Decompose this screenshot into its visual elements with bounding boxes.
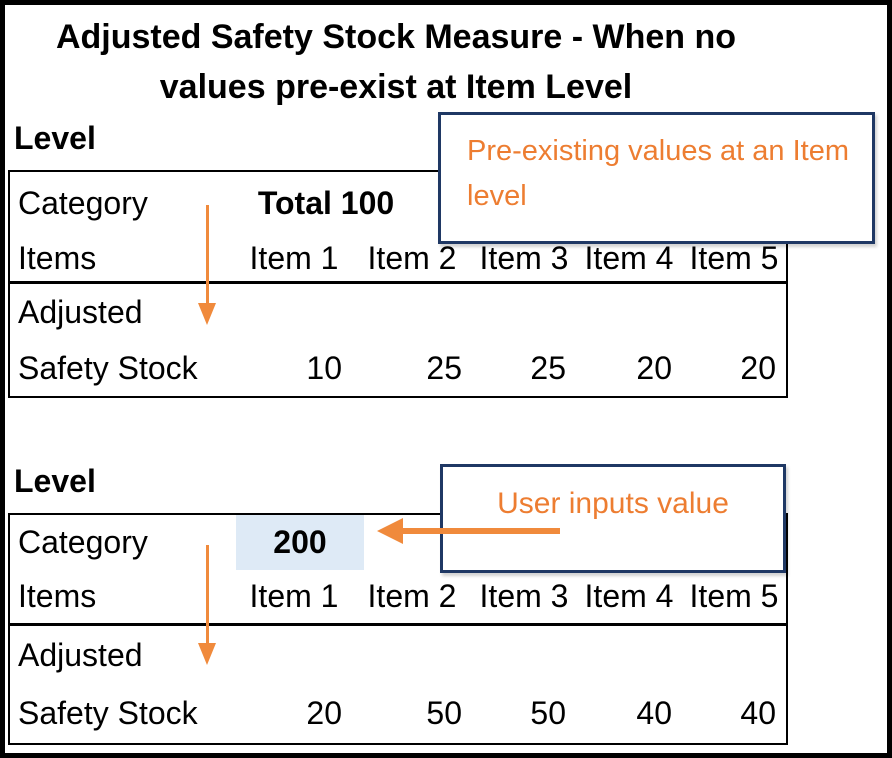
item-header: Item 3 xyxy=(479,239,569,276)
category-row: Category Total 100 xyxy=(10,172,786,235)
category-input-cell[interactable]: 200 xyxy=(236,515,364,570)
adjusted-label-line-2: Safety Stock xyxy=(18,349,198,386)
down-arrow-head xyxy=(198,303,216,325)
adjusted-label-line-1: Adjusted xyxy=(18,293,143,330)
adjusted-value-cell: 40 xyxy=(636,695,672,732)
item-header: Item 5 xyxy=(689,239,779,276)
callout-user-inputs-value: User inputs value xyxy=(440,464,786,573)
category-row: Category 200 xyxy=(10,515,786,570)
adjusted-value-cell: 25 xyxy=(426,349,462,386)
items-header-row: Items Item 1 Item 2 Item 3 Item 4 Item 5 xyxy=(10,570,786,623)
item-header: Item 1 xyxy=(249,239,339,276)
adjusted-label-line-1: Adjusted xyxy=(18,636,143,673)
left-arrow-shaft xyxy=(401,528,560,534)
down-arrow-shaft xyxy=(205,205,209,303)
adjusted-safety-stock-row: Adjusted Safety Stock 10 25 25 20 20 xyxy=(10,281,786,396)
items-header-row: Items Item 1 Item 2 Item 3 Item 4 Item 5 xyxy=(10,235,786,281)
item-header: Item 4 xyxy=(584,239,674,276)
adjusted-value-cell: 20 xyxy=(636,349,672,386)
category-total-value: Total 100 xyxy=(257,185,395,221)
title-line-2: values pre-exist at Item Level xyxy=(159,68,633,106)
category-label: Category xyxy=(18,524,148,560)
down-arrow-head xyxy=(198,643,216,665)
item-header: Item 2 xyxy=(367,239,457,276)
adjusted-label-line-2: Safety Stock xyxy=(18,695,198,732)
callout-pre-existing-values: Pre-existing values at an Item level xyxy=(438,112,875,244)
diagram-title: Adjusted Safety Stock Measure - When no … xyxy=(0,12,792,112)
items-label: Items xyxy=(18,239,97,276)
items-label: Items xyxy=(18,578,97,614)
category-items-table-1: Category Total 100 Items Item 1 Item 2 I… xyxy=(8,170,788,398)
left-arrow-head xyxy=(377,518,403,544)
down-arrow-shaft xyxy=(205,545,209,643)
adjusted-safety-stock-row: Adjusted Safety Stock 20 50 50 40 40 xyxy=(10,623,786,743)
adjusted-value-cell: 20 xyxy=(740,349,776,386)
adjusted-value-cell: 10 xyxy=(306,349,342,386)
category-items-table-2: Category 200 Items Item 1 Item 2 Item 3 … xyxy=(8,513,788,745)
left-arrow-icon xyxy=(377,518,560,544)
item-header: Item 3 xyxy=(479,578,569,614)
level-heading-2: Level xyxy=(14,463,96,499)
down-arrow-icon xyxy=(198,545,216,665)
category-label: Category xyxy=(18,185,148,221)
adjusted-value-cell: 50 xyxy=(426,695,462,732)
item-header: Item 4 xyxy=(584,578,674,614)
level-heading-1: Level xyxy=(14,120,96,156)
item-header: Item 2 xyxy=(367,578,457,614)
item-header: Item 1 xyxy=(249,578,339,614)
adjusted-value-cell: 20 xyxy=(306,695,342,732)
item-header: Item 5 xyxy=(689,578,779,614)
adjusted-value-cell: 40 xyxy=(740,695,776,732)
title-line-1: Adjusted Safety Stock Measure - When no xyxy=(55,18,737,56)
adjusted-value-cell: 25 xyxy=(530,349,566,386)
adjusted-value-cell: 50 xyxy=(530,695,566,732)
down-arrow-icon xyxy=(198,205,216,325)
